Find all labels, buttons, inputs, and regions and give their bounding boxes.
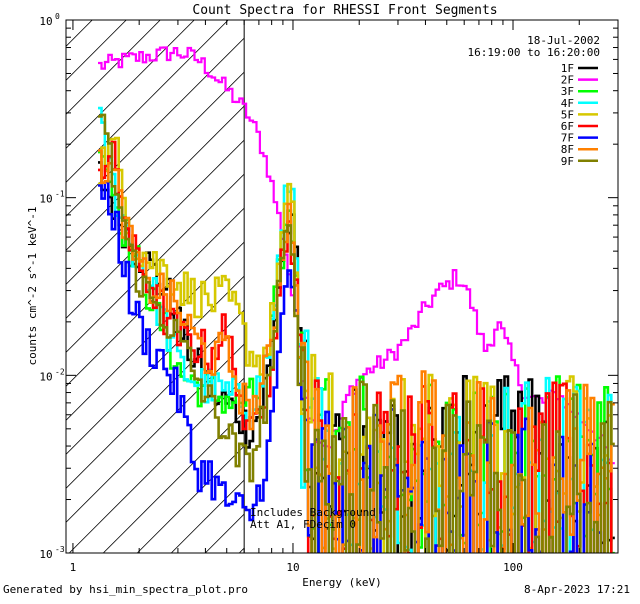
series-line-7F	[98, 180, 603, 553]
y-tick-exponent: -2	[55, 367, 65, 376]
legend: 18-Jul-2002 16:19:00 to 16:20:00 1F2F3F4…	[468, 34, 600, 168]
y-tick-exponent: -1	[55, 190, 65, 199]
legend-label-1F: 1F	[561, 62, 574, 75]
y-axis-label: counts cm^-2 s^-1 keV^-1	[26, 207, 39, 366]
series-line-8F	[98, 149, 615, 553]
legend-time-range: 16:19:00 to 16:20:00	[468, 46, 600, 59]
y-tick-exponent: -3	[55, 545, 65, 554]
hatch-line	[66, 20, 161, 115]
legend-label-3F: 3F	[561, 85, 574, 98]
legend-label-4F: 4F	[561, 97, 574, 110]
y-axis-label-text: counts cm^-2 s^-1 keV^-1	[26, 207, 39, 366]
series-line-9F	[98, 113, 615, 553]
annotation-background: Includes Background	[250, 506, 376, 519]
legend-label-6F: 6F	[561, 120, 574, 133]
series-layer	[98, 46, 615, 553]
legend-label-5F: 5F	[561, 108, 574, 121]
y-tick-label: 10	[39, 548, 52, 561]
hatch-line	[66, 20, 127, 81]
y-tick-label: 10	[39, 193, 52, 206]
chart-title: Count Spectra for RHESSI Front Segments	[192, 3, 497, 18]
hatch-line	[66, 20, 229, 183]
y-tick-label: 10	[39, 15, 52, 28]
legend-label-9F: 9F	[561, 155, 574, 168]
annotation-attenuator: Att A1, FDecim 0	[250, 518, 356, 531]
hatch-line	[66, 20, 331, 285]
hatch-line	[0, 20, 24, 553]
x-tick-labels: 1 10 100	[70, 561, 523, 574]
hatch-line	[66, 20, 263, 217]
hatch-line	[66, 20, 93, 47]
axis-ticks	[66, 19, 619, 554]
legend-label-8F: 8F	[561, 143, 574, 156]
y-tick-label: 10	[39, 370, 52, 383]
x-tick-label: 100	[503, 561, 523, 574]
x-tick-label: 1	[70, 561, 77, 574]
hatch-line	[66, 20, 297, 251]
legend-label-7F: 7F	[561, 132, 574, 145]
hatch-line	[66, 20, 195, 149]
footer-timestamp: 8-Apr-2023 17:21	[524, 583, 630, 596]
x-axis-label: Energy (keV)	[302, 576, 381, 589]
y-tick-exponent: 0	[55, 12, 60, 21]
plot-frame	[65, 19, 619, 554]
attenuator-hatch-region	[0, 20, 618, 553]
legend-date: 18-Jul-2002	[527, 34, 600, 47]
footer-generated-by: Generated by hsi_min_spectra_plot.pro	[3, 583, 249, 596]
x-tick-label: 10	[286, 561, 299, 574]
legend-label-2F: 2F	[561, 74, 574, 87]
